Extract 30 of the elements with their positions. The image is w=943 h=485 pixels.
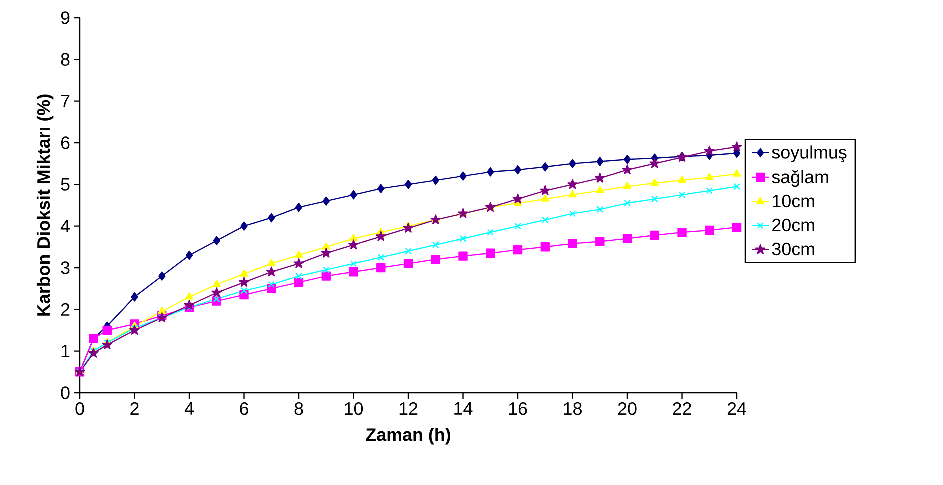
- x-tick-label: 20: [618, 402, 637, 416]
- legend-label: 20cm: [772, 218, 814, 232]
- x-tick-label: 0: [76, 402, 84, 416]
- x-tick-label: 22: [673, 402, 692, 416]
- y-tick-label: 5: [61, 178, 70, 191]
- x-tick-label: 2: [130, 402, 139, 416]
- y-tick-label: 1: [62, 345, 70, 358]
- y-tick-label: 2: [61, 303, 70, 316]
- y-tick-label: 6: [61, 136, 70, 150]
- legend-label: soyulmuş: [772, 146, 847, 162]
- y-tick-label: 0: [61, 386, 70, 400]
- x-axis-title: Zaman (h): [366, 428, 450, 445]
- x-tick-label: 4: [184, 402, 194, 415]
- x-tick-label: 16: [509, 402, 528, 416]
- y-tick-label: 7: [61, 95, 70, 108]
- legend-label: 30cm: [772, 242, 814, 256]
- y-tick-label: 3: [61, 262, 70, 274]
- y-axis-title: Karbon Dioksit Miktarı (%): [36, 94, 54, 316]
- y-tick-label: 4: [60, 220, 70, 232]
- legend-label: sağlam: [772, 170, 828, 188]
- x-tick-label: 6: [240, 402, 248, 416]
- x-tick-label: 24: [728, 402, 746, 416]
- x-tick-label: 18: [564, 402, 582, 416]
- legend-label: 10cm: [773, 194, 814, 208]
- x-tick-label: 10: [345, 402, 364, 416]
- x-tick-label: 8: [294, 402, 304, 416]
- x-tick-label: 12: [400, 402, 418, 416]
- y-tick-label: 9: [61, 12, 70, 24]
- y-tick-label: 8: [61, 53, 70, 66]
- x-tick-label: 14: [454, 402, 473, 415]
